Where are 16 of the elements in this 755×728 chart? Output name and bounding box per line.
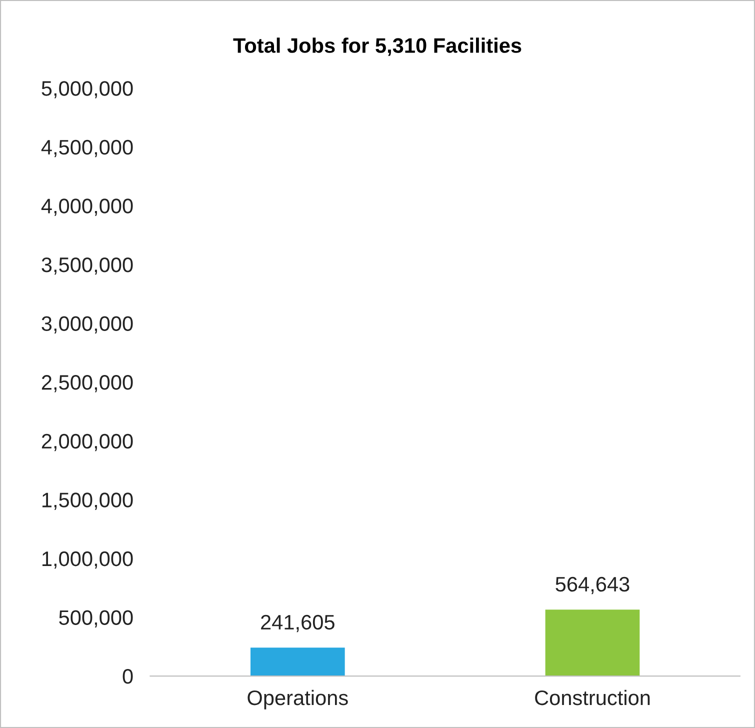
y-tick-label: 2,000,000 xyxy=(42,434,133,452)
data-label: 564,643 xyxy=(556,576,630,594)
y-tick-label: 5,000,000 xyxy=(42,81,133,98)
y-tick-label: 3,500,000 xyxy=(42,257,133,275)
y-tick-label: 4,000,000 xyxy=(41,198,133,216)
x-tick-label: Construction xyxy=(535,690,650,706)
y-tick-label: 3,000,000 xyxy=(42,316,133,334)
data-label: 241,605 xyxy=(261,614,334,632)
y-tick-label: 500,000 xyxy=(59,610,133,628)
x-tick-label: Operations xyxy=(248,690,348,710)
chart-title: Total Jobs for 5,310 Facilities xyxy=(233,38,522,56)
y-tick-label: 1,000,000 xyxy=(42,551,133,569)
y-tick-label: 2,500,000 xyxy=(42,375,133,392)
y-tick-label: 4,500,000 xyxy=(41,140,133,158)
y-tick-label: 0 xyxy=(122,669,133,684)
y-tick-label: 1,500,000 xyxy=(42,492,133,510)
